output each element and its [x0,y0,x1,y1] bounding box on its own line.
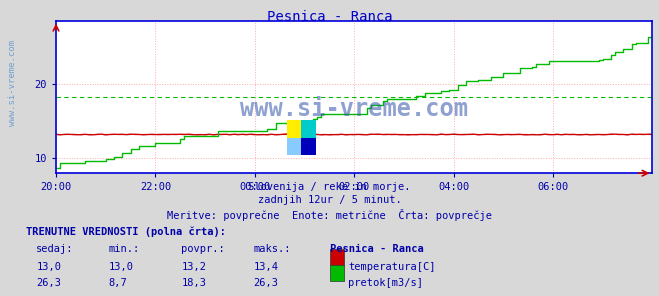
Text: 18,3: 18,3 [181,278,206,288]
Text: sedaj:: sedaj: [36,244,74,254]
Text: 26,3: 26,3 [254,278,279,288]
Text: zadnjih 12ur / 5 minut.: zadnjih 12ur / 5 minut. [258,195,401,205]
Bar [302,138,316,155]
Text: TRENUTNE VREDNOSTI (polna črta):: TRENUTNE VREDNOSTI (polna črta): [26,226,226,237]
Text: Slovenija / reke in morje.: Slovenija / reke in morje. [248,182,411,192]
Text: 13,4: 13,4 [254,262,279,272]
Text: 8,7: 8,7 [109,278,127,288]
Text: pretok[m3/s]: pretok[m3/s] [348,278,423,288]
Text: Pesnica - Ranca: Pesnica - Ranca [330,244,423,254]
Text: 13,2: 13,2 [181,262,206,272]
Text: maks.:: maks.: [254,244,291,254]
Text: 13,0: 13,0 [36,262,61,272]
Text: povpr.:: povpr.: [181,244,225,254]
Text: www.si-vreme.com: www.si-vreme.com [8,40,17,126]
Text: Pesnica - Ranca: Pesnica - Ranca [267,10,392,24]
Text: 26,3: 26,3 [36,278,61,288]
Text: www.si-vreme.com: www.si-vreme.com [241,97,468,121]
Text: min.:: min.: [109,244,140,254]
Text: 13,0: 13,0 [109,262,134,272]
Bar [287,120,302,138]
Text: Meritve: povprečne  Enote: metrične  Črta: povprečje: Meritve: povprečne Enote: metrične Črta:… [167,209,492,221]
Bar [287,138,302,155]
Bar [302,120,316,138]
Text: temperatura[C]: temperatura[C] [348,262,436,272]
